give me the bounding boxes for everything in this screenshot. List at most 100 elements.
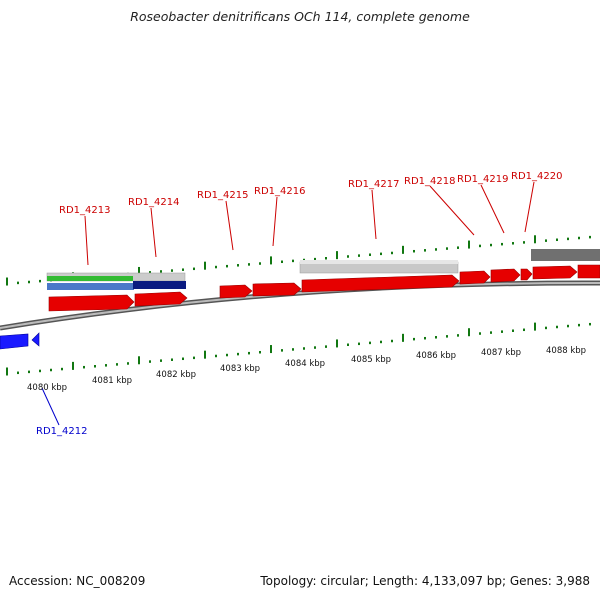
minor-tick: [259, 262, 261, 265]
minor-tick: [479, 332, 481, 335]
major-tick: [402, 245, 404, 254]
leader-rd1-4218: [429, 185, 475, 236]
feature-bar-gray-large-top: [300, 260, 458, 264]
leader-rd1-4216: [272, 196, 278, 247]
leader-rd1-4213: [84, 215, 89, 266]
minor-tick: [281, 260, 283, 264]
minor-tick: [193, 356, 195, 360]
leader-rd1-4219: [480, 184, 505, 234]
minor-tick: [435, 248, 437, 251]
minor-tick: [193, 267, 195, 271]
major-tick: [72, 361, 74, 370]
major-tick: [138, 266, 140, 275]
scale-label: 4081 kbp: [92, 376, 132, 386]
minor-tick: [28, 370, 30, 374]
topology-text: Topology: circular; Length: 4,133,097 bp…: [260, 574, 590, 588]
minor-tick: [171, 269, 173, 272]
minor-tick: [567, 237, 569, 241]
gene-label: RD1_4219: [457, 174, 508, 185]
gene-arrow-rd1-4216: [252, 282, 302, 297]
minor-tick: [567, 324, 569, 328]
minor-tick: [347, 343, 349, 347]
minor-tick: [182, 268, 184, 271]
minor-tick: [105, 364, 107, 367]
gene-arrow-rd1-4221: [577, 264, 600, 279]
minor-tick: [171, 358, 173, 361]
scale-label: 4087 kbp: [481, 348, 521, 358]
minor-tick: [380, 340, 382, 344]
scale-label: 4082 kbp: [156, 370, 196, 380]
leader-rd1-4214: [150, 207, 157, 258]
major-tick: [336, 251, 338, 260]
major-tick: [336, 339, 338, 348]
scale-label: 4086 kbp: [416, 351, 456, 361]
minor-tick: [424, 336, 426, 340]
minor-tick: [446, 335, 448, 338]
major-tick: [468, 240, 470, 249]
major-tick: [468, 328, 470, 337]
minor-tick: [578, 236, 580, 240]
minor-tick: [314, 257, 316, 261]
gene-arrow-rd1-4214: [134, 291, 188, 307]
major-tick: [6, 277, 8, 286]
gene-label: RD1_4213: [59, 205, 110, 216]
major-tick: [402, 333, 404, 342]
gene-arrow-rd1-4215: [219, 284, 253, 299]
minor-tick: [28, 280, 30, 284]
scale-label: 4084 kbp: [285, 359, 325, 369]
plus-strand-genes: [48, 264, 600, 312]
minor-tick: [424, 249, 426, 252]
minor-tick: [50, 368, 52, 372]
minor-tick: [215, 354, 217, 358]
gene-label: RD1_4216: [254, 186, 305, 197]
feature-bar-navy: [133, 281, 186, 289]
minor-tick: [314, 346, 316, 349]
minor-tick: [17, 371, 19, 375]
accession-text: Accession: NC_008209: [9, 574, 146, 588]
minor-tick: [237, 264, 239, 267]
gene-arrow-rd1-4213: [48, 294, 135, 312]
minor-tick: [556, 238, 558, 242]
major-tick: [204, 261, 206, 270]
minor-tick: [160, 270, 162, 273]
minor-tick: [391, 251, 393, 255]
minor-tick: [226, 264, 228, 268]
major-tick: [6, 367, 8, 376]
gene-label: RD1_4218: [404, 176, 455, 187]
minor-tick: [413, 337, 415, 341]
gene-labels: RD1_4213 RD1_4214 RD1_4215 RD1_4216 RD1_…: [36, 171, 562, 437]
minor-tick: [457, 334, 459, 337]
major-tick: [138, 356, 140, 365]
minor-tick: [149, 271, 151, 274]
minor-tick: [116, 363, 118, 366]
minor-tick: [589, 235, 591, 239]
major-tick: [534, 322, 536, 331]
minor-tick: [380, 252, 382, 256]
leader-rd1-4215: [225, 200, 234, 251]
map-title: Roseobacter denitrificans OCh 114, compl…: [130, 9, 470, 24]
minor-tick: [490, 331, 492, 334]
minor-tick: [281, 349, 283, 352]
minor-tick: [215, 265, 217, 269]
minor-tick: [160, 359, 162, 362]
gene-arrow-rd1-4212: [0, 333, 29, 350]
minor-tick: [94, 365, 96, 368]
minor-tick: [248, 351, 250, 355]
minus-strand-genes: [0, 332, 40, 350]
minor-tick: [182, 357, 184, 361]
gene-arrow-rd1-4212-tip: [31, 332, 40, 347]
minor-tick: [226, 353, 228, 357]
minor-tick: [325, 257, 327, 260]
minor-tick: [369, 341, 371, 345]
feature-bar-darkgray: [531, 249, 600, 261]
gene-arrow-rd1-4220: [532, 265, 578, 280]
scale-label: 4088 kbp: [546, 346, 586, 356]
gene-arrow-rd1-4219: [490, 268, 521, 283]
minor-tick: [292, 259, 294, 263]
minor-tick: [457, 246, 459, 249]
leader-rd1-4220: [524, 181, 535, 233]
minor-tick: [303, 347, 305, 350]
minor-tick: [589, 322, 591, 326]
minor-tick: [413, 249, 415, 253]
